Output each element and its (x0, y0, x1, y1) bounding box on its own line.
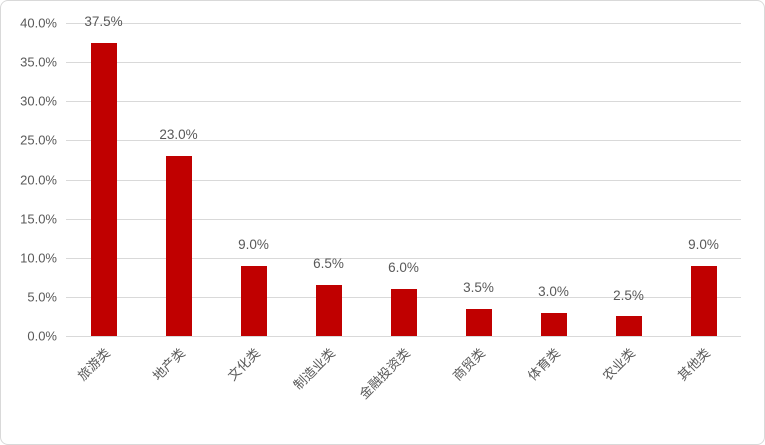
bar-value-label: 37.5% (84, 13, 123, 29)
gridline (66, 336, 741, 337)
y-axis-tick-label: 15.0% (20, 211, 57, 227)
bar-slot: 23.0% 地产类 (141, 23, 216, 383)
bar (315, 285, 342, 336)
bar-value-label: 2.5% (613, 287, 644, 303)
bar-slot: 37.5% 旅游类 (66, 14, 141, 384)
gridline (66, 140, 741, 142)
bar-slot: 6.0% 金融投资类 (357, 23, 441, 402)
bar-value-label: 9.0% (238, 236, 269, 252)
bar-slot: 3.5% 商贸类 (441, 23, 516, 384)
plot-area: 37.5% 旅游类 23.0% 地产类 9.0% 文化类 6.5% 制造业类 6.0% 金融投资类… (66, 14, 741, 402)
x-axis-category-label: 商贸类 (450, 345, 489, 384)
x-axis-category-label: 其他类 (675, 345, 714, 384)
bar-value-label: 3.5% (463, 279, 494, 295)
gridline (66, 218, 741, 220)
gridline (66, 257, 741, 259)
bar-series: 37.5% 旅游类 23.0% 地产类 9.0% 文化类 6.5% 制造业类 6.0% 金融投资类… (66, 14, 741, 402)
bar (615, 316, 642, 336)
gridline (66, 23, 741, 24)
bar-value-label: 6.0% (388, 260, 419, 276)
y-axis-tick-label: 40.0% (20, 15, 57, 31)
bar-value-label: 9.0% (688, 236, 719, 252)
x-axis-category-label: 文化类 (225, 345, 264, 384)
y-axis-tick-label: 5.0% (27, 289, 57, 305)
gridline (66, 101, 741, 103)
bar-slot: 9.0% 其他类 (666, 23, 741, 384)
y-axis-tick-label: 20.0% (20, 172, 57, 187)
bar (240, 265, 267, 336)
bar (165, 156, 192, 336)
bar-value-label: 23.0% (159, 127, 198, 143)
bar-slot: 6.5% 制造业类 (291, 23, 366, 392)
x-axis-category-label: 制造业类 (291, 345, 339, 393)
bar-slot: 3.0% 体育类 (516, 23, 591, 384)
bar-slot: 9.0% 文化类 (216, 23, 291, 384)
bar (390, 289, 417, 336)
bar (465, 308, 492, 336)
bar (690, 265, 717, 336)
bar-slot: 2.5% 农业类 (591, 23, 666, 384)
y-axis-tick-label: 35.0% (20, 54, 57, 70)
bar (540, 312, 567, 336)
gridline (66, 179, 741, 181)
x-axis-category-label: 农业类 (600, 345, 639, 384)
bar-value-label: 3.0% (538, 283, 569, 299)
bar-value-label: 6.5% (313, 256, 344, 272)
x-axis-category-label: 地产类 (150, 345, 189, 384)
y-axis: 0.0% 5.0% 10.0% 15.0% 20.0% 25.0% 30.0% 35.0% 40… (1, 17, 57, 343)
x-axis-category-label: 金融投资类 (356, 345, 414, 402)
y-axis-tick-label: 0.0% (27, 328, 57, 344)
gridline (66, 62, 741, 64)
x-axis-category-label: 体育类 (525, 345, 564, 384)
bar (90, 42, 117, 336)
y-axis-tick-label: 25.0% (20, 132, 57, 148)
y-axis-tick-label: 10.0% (20, 250, 57, 266)
y-axis-tick-label: 30.0% (20, 93, 57, 109)
x-axis-category-label: 旅游类 (75, 345, 114, 384)
